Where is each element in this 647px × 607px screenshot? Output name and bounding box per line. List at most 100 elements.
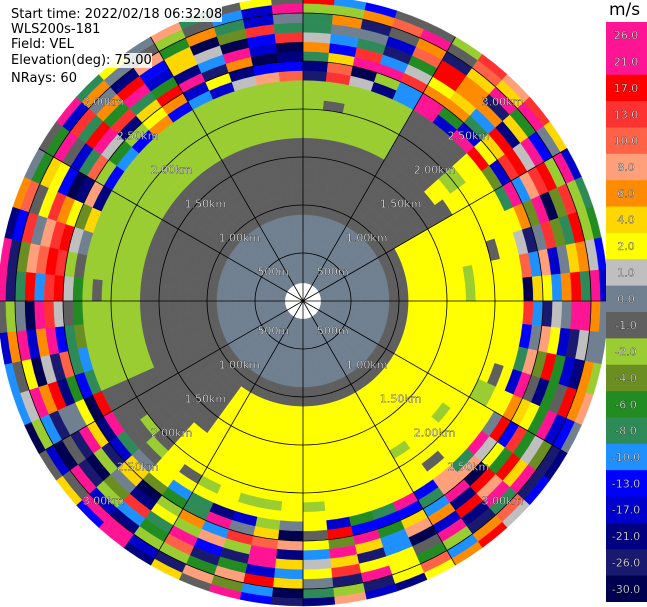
velocity-cell [302,568,333,580]
colorbar-label: -13.0 [612,477,640,490]
velocity-cell [512,300,525,325]
velocity-cell [277,60,304,73]
field-label: Field: VEL [11,37,74,52]
velocity-cell [158,300,170,317]
velocity-cell [302,60,329,73]
velocity-cell [302,223,312,235]
velocity-cell [503,300,515,324]
velocity-cell [474,281,486,302]
velocity-cell [187,300,199,314]
velocity-cell [369,300,381,310]
range-ring-label: 2.50km [117,130,159,143]
velocity-cell [302,434,319,446]
velocity-cell [310,375,322,388]
velocity-cell [407,300,419,314]
velocity-cell [225,300,237,310]
azimuth-spoke [38,148,304,302]
velocity-cell [280,89,304,101]
colorbar-segment [606,259,647,287]
velocity-cell [379,300,390,311]
velocity-cell [62,300,75,327]
velocity-cell [279,79,304,92]
velocity-cell [560,272,573,302]
colorbar-segment [606,127,647,155]
velocity-cell [286,443,304,455]
velocity-cell [271,0,304,6]
nrays-label: NRays: 60 [11,71,77,86]
velocity-cell [302,185,316,197]
velocity-cell [110,300,122,322]
velocity-cell [216,308,229,320]
velocity-cell [284,214,296,227]
velocity-cell [302,166,318,178]
velocity-cell [493,279,505,302]
velocity-cell [277,529,304,542]
velocity-cell [278,70,304,82]
velocity-cell [340,295,352,302]
velocity-cell [216,300,227,311]
velocity-cell [284,127,304,139]
colorbar-segment [606,101,647,128]
velocity-cell [294,367,304,379]
velocity-cell [24,300,36,331]
velocity-cell [287,156,304,168]
velocity-cell [302,31,332,44]
velocity-cell [235,293,246,302]
velocity-cell [284,463,304,475]
colorbar-label: -26.0 [612,556,640,569]
velocity-cell [281,99,304,111]
range-ring-label: 2.50km [448,130,490,143]
velocity-cell [436,285,448,302]
velocity-cell [436,300,448,317]
velocity-cell [129,282,141,302]
velocity-cell [445,284,457,302]
velocity-cell [560,300,573,330]
velocity-cell [593,237,606,271]
velocity-cell [282,482,304,494]
velocity-cell [290,185,304,197]
velocity-cell [360,300,371,309]
velocity-cell [302,195,315,206]
velocity-cell [288,424,304,436]
range-ring-label: 1.00km [219,359,261,372]
velocity-cell [445,300,457,318]
velocity-cell [598,268,606,302]
colorbar-label: 4.0 [617,214,635,227]
colorbar-segment [606,232,647,260]
velocity-cell [235,300,246,309]
colorbar-label: -2.0 [615,346,636,359]
velocity-cell [302,99,325,111]
velocity-cell [295,233,304,244]
velocity-cell [0,331,13,365]
range-ring-label: 2.00km [414,427,456,440]
velocity-cell [294,223,304,235]
velocity-cell [275,41,304,53]
velocity-cell [417,287,429,302]
velocity-cell [168,300,180,316]
azimuth-spoke [150,300,304,566]
azimuth-spokes [0,0,606,606]
range-ring-label: 1.50km [185,393,227,406]
velocity-cell [369,292,381,302]
velocity-cell [24,271,36,302]
colorbar-label: -8.0 [615,425,636,438]
velocity-cell [297,252,304,264]
velocity-cell [551,273,563,302]
velocity-cell [302,520,328,532]
velocity-cell [302,472,323,484]
velocity-cell [278,520,304,532]
azimuth-spoke [38,300,304,454]
velocity-cell [139,300,151,319]
velocity-cell [291,195,304,206]
range-ring-label: 1.50km [380,393,422,406]
colorbar-segment [606,470,647,498]
velocity-cell [177,300,189,315]
velocity-cell [388,290,400,302]
velocity-cell [279,510,304,523]
colorbar-label: -21.0 [612,530,640,543]
velocity-cell [72,300,84,326]
velocity-cell [302,415,317,427]
velocity-cell [302,529,329,542]
colorbar-segment [606,48,647,76]
velocity-cell [426,300,438,316]
